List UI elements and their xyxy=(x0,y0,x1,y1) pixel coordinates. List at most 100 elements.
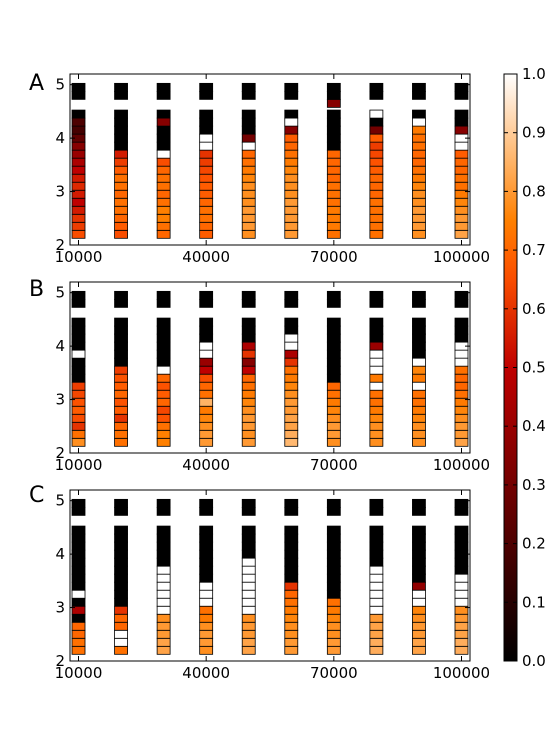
heatmap-cell xyxy=(284,205,299,215)
heatmap-cell xyxy=(114,381,128,391)
heatmap-cell xyxy=(369,157,384,167)
heatmap-cell xyxy=(114,565,128,575)
heatmap-cell xyxy=(156,506,171,516)
heatmap-cell xyxy=(114,341,128,351)
heatmap-cell xyxy=(284,290,299,300)
heatmap-cell xyxy=(284,221,299,231)
heatmap-cell xyxy=(241,181,256,191)
heatmap-cell xyxy=(71,109,86,119)
heatmap-cell xyxy=(284,197,299,207)
heatmap-cell xyxy=(71,629,86,639)
heatmap-cell xyxy=(454,541,469,551)
heatmap-cell xyxy=(326,405,341,415)
heatmap-cell xyxy=(114,181,128,191)
heatmap-cell xyxy=(284,181,299,191)
heatmap-cell xyxy=(199,381,214,391)
heatmap-cell xyxy=(412,557,426,567)
heatmap-cell xyxy=(284,629,299,639)
colorbar-tick-label: 0.4 xyxy=(522,417,546,435)
heatmap-cell xyxy=(412,389,426,399)
heatmap-cell xyxy=(156,133,171,143)
heatmap-cell xyxy=(114,197,128,207)
heatmap-cell xyxy=(114,597,128,607)
colorbar: 0.0 0.1 0.2 0.3 0.4 0.5 0.6 0.7 0.8 0.9 1.0 xyxy=(503,65,546,670)
heatmap-cell xyxy=(369,437,384,447)
heatmap-cell xyxy=(369,213,384,223)
heatmap-cell xyxy=(199,90,214,100)
heatmap-cell xyxy=(156,397,171,407)
heatmap-cell xyxy=(114,109,128,119)
heatmap-cell xyxy=(326,317,341,327)
heatmap-cell xyxy=(156,290,171,300)
heatmap-cell xyxy=(412,82,426,92)
heatmap-cell xyxy=(241,149,256,159)
heatmap-cell xyxy=(369,565,384,575)
heatmap-cell xyxy=(326,109,341,119)
heatmap-cell xyxy=(284,405,299,415)
heatmap-cell xyxy=(454,109,469,119)
heatmap-cell xyxy=(114,421,128,431)
heatmap-cell xyxy=(454,165,469,175)
heatmap-cell xyxy=(369,621,384,631)
heatmap-cell xyxy=(199,549,214,559)
heatmap-cell xyxy=(284,141,299,151)
heatmap-cell xyxy=(156,90,171,100)
heatmap-cell xyxy=(454,197,469,207)
heatmap-cell xyxy=(156,421,171,431)
x-tick-label: 10000 xyxy=(55,456,103,474)
heatmap-cell xyxy=(199,221,214,231)
heatmap-cell xyxy=(284,173,299,183)
heatmap-cell xyxy=(326,421,341,431)
heatmap-cell xyxy=(454,141,469,151)
heatmap-cell xyxy=(369,229,384,239)
heatmap-cell xyxy=(454,525,469,535)
heatmap-cell xyxy=(241,109,256,119)
heatmap-cell xyxy=(71,437,86,447)
heatmap-cell xyxy=(241,389,256,399)
heatmap-cell xyxy=(454,381,469,391)
heatmap-cell xyxy=(326,205,341,215)
panel-C: C 10000 40000 70000 100000 2 3 4 5 xyxy=(29,483,490,682)
heatmap-cell xyxy=(71,357,86,367)
heatmap-cell xyxy=(156,109,171,119)
y-tick-label: 2 xyxy=(55,652,65,670)
heatmap-cell xyxy=(199,82,214,92)
heatmap-cell xyxy=(454,373,469,383)
heatmap-cell xyxy=(199,290,214,300)
heatmap-cell xyxy=(454,173,469,183)
heatmap-cell xyxy=(412,525,426,535)
heatmap-cell xyxy=(454,125,469,135)
heatmap-cell xyxy=(71,506,86,516)
heatmap-cell xyxy=(369,298,384,308)
heatmap-cell xyxy=(241,533,256,543)
heatmap-cell xyxy=(199,645,214,655)
heatmap-cell xyxy=(369,645,384,655)
heatmap-cell xyxy=(326,525,341,535)
heatmap-cell xyxy=(284,229,299,239)
heatmap-cell xyxy=(412,589,426,599)
heatmap-cell xyxy=(199,533,214,543)
heatmap-cell xyxy=(284,541,299,551)
panel-A: A 10000 40000 70000 100000 2 3 4 5 xyxy=(29,71,490,266)
heatmap-cell xyxy=(284,298,299,308)
heatmap-cell xyxy=(284,421,299,431)
heatmap-cell xyxy=(71,565,86,575)
heatmap-cell xyxy=(284,389,299,399)
heatmap-cell xyxy=(199,605,214,615)
heatmap-cell xyxy=(369,525,384,535)
heatmap-cell xyxy=(199,413,214,423)
heatmap-cell xyxy=(284,189,299,199)
heatmap-cell xyxy=(454,597,469,607)
heatmap-cell xyxy=(199,141,214,151)
heatmap-cell xyxy=(71,205,86,215)
heatmap-cell xyxy=(369,133,384,143)
heatmap-cell xyxy=(156,189,171,199)
colorbar-tick-label: 0.9 xyxy=(522,124,546,142)
heatmap-cell xyxy=(241,229,256,239)
heatmap-cell xyxy=(326,341,341,351)
heatmap-cell xyxy=(241,125,256,135)
heatmap-cell xyxy=(454,181,469,191)
heatmap-cell xyxy=(326,365,341,375)
heatmap-cell xyxy=(199,125,214,135)
heatmap-cell xyxy=(114,90,128,100)
